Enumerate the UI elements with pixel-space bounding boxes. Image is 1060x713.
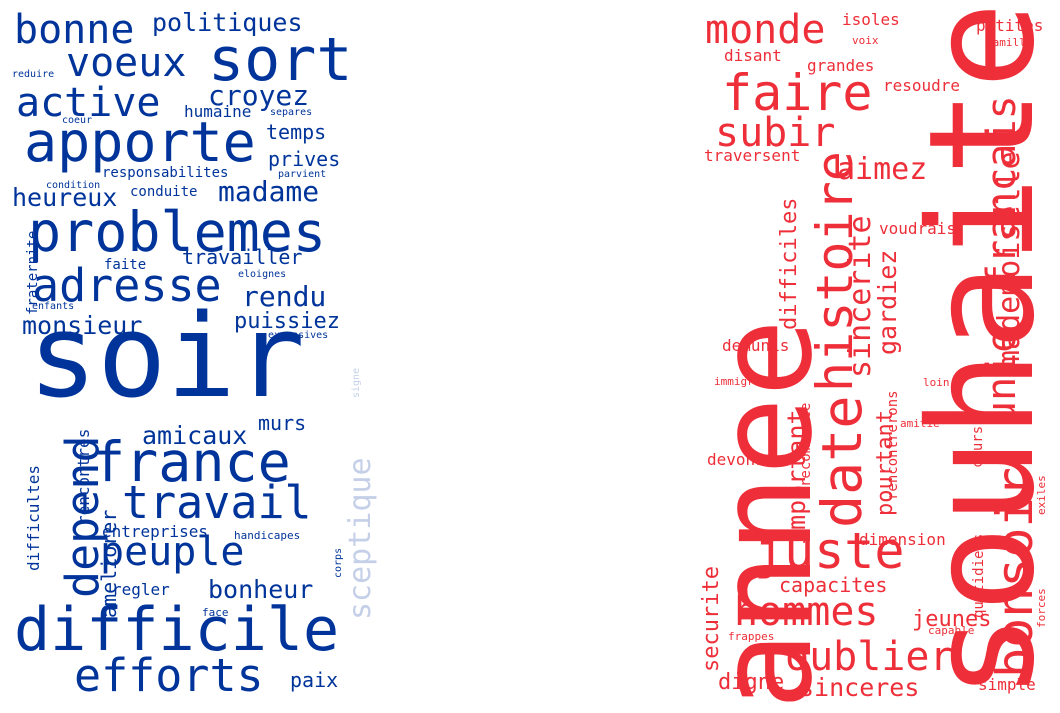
cloud-word: voudrais [879,219,957,238]
cloud-word: mademoiselle [992,151,1027,368]
cloud-word: immigres [714,375,767,388]
cloud-word: croyez [208,79,310,112]
cloud-word: subir [715,110,836,156]
cloud-word: disant [724,46,782,65]
cloud-word: enfants [32,301,75,312]
cloud-word: travail [122,476,312,529]
cloud-word: adresse [32,259,222,312]
cloud-word: efforts [74,649,264,702]
cloud-word: traversent [704,146,801,165]
cloud-word: devons [707,450,765,469]
cloud-word: capacites [779,573,888,597]
cloud-word: politiques [152,8,303,37]
cloud-word: problemes [28,200,327,264]
cloud-word: apporte [24,110,256,174]
cloud-word: bonheur [208,575,314,604]
cloud-word: france [92,430,291,494]
cloud-word: digne [718,670,785,695]
cloud-word: faire [722,64,873,122]
cloud-word: madame [218,175,320,208]
cloud-word: handicapes [234,529,301,542]
cloud-word: fraternite [25,230,41,315]
cloud-word: exiles [1035,475,1048,515]
cloud-word: hommes [734,589,879,635]
cloud-word: voeux [66,40,187,86]
cloud-word: petites [976,16,1044,35]
cloud-word: monsieur [22,311,143,340]
cloud-word: resoudre [883,76,961,95]
cloud-word: peuple [100,529,245,575]
cloud-word: juste [754,522,905,580]
cloud-word: conduite [130,184,198,200]
cloud-word: temps [266,120,327,144]
cloud-word: regler [112,580,170,599]
cloud-word: sinceres [799,673,920,702]
cloud-word: responsabilites [102,165,229,181]
cloud-word: bonsoir [986,467,1044,678]
cloud-word: ameliorer [97,509,121,618]
cloud-word: voix [852,34,879,47]
cloud-word: difficile [14,595,340,665]
cloud-word: signe [351,367,362,398]
cloud-word: travailler [182,245,303,269]
cloud-word: amicaux [142,421,248,450]
cloud-word: parvient [278,169,327,180]
cloud-word: cours [970,425,986,468]
cloud-word: excessives [268,330,329,341]
cloud-word: monde [705,7,826,53]
cloud-word: difficultes [24,465,43,571]
cloud-word: rencontrerons [885,390,901,500]
cloud-word: demunis [722,336,790,355]
cloud-word: corps [333,547,344,578]
cloud-word: humaine [184,102,252,121]
cloud-word: capable [928,624,975,637]
cloud-word: rencontres [74,428,93,525]
cloud-word: difficiles [777,197,802,330]
cloud-word: grandes [807,56,875,75]
cloud-word: soir [28,290,305,424]
cloud-word: aimez [837,152,928,187]
cloud-word: rendu [242,280,327,313]
cloud-word: coeur [62,115,93,126]
cloud-word: bonne [14,7,135,53]
cloud-word: entreprises [102,522,208,541]
cloud-word: puissiez [234,309,340,334]
cloud-word: isoles [842,10,900,29]
cloud-word: loin [923,376,950,389]
cloud-word: securite [699,566,724,672]
cloud-word: sceptique [343,457,378,620]
cloud-word: dimension [859,530,946,549]
cloud-word: faite [104,257,147,273]
cloud-word: heureux [12,183,118,212]
cloud-word: amitie [900,417,940,430]
cloud-word: jeunes [912,607,992,632]
word-cloud-left: soir difficile problemes sort apporte france t… [0,0,380,713]
cloud-word: simple [978,675,1036,694]
cloud-word: recommence [798,402,814,487]
cloud-word: active [16,80,161,126]
cloud-word: frappes [728,630,775,643]
cloud-word: prives [268,147,341,171]
cloud-word: sort [208,25,353,95]
cloud-word: paix [290,668,339,692]
cloud-word: condition [46,180,101,191]
cloud-word: forces [1035,588,1048,628]
cloud-word: separes [270,107,313,118]
cloud-word: oublier [785,634,954,680]
cloud-word: gardiez [873,249,902,355]
word-cloud-right: monde faire subir aimez juste hommes oublier si… [680,0,1060,713]
cloud-word: famille [986,36,1033,49]
cloud-word: face [202,606,229,619]
cloud-word: date [810,395,874,528]
cloud-word: quotidiens [971,533,987,618]
cloud-word: murs [258,411,307,435]
cloud-word: sincerite [843,215,878,378]
cloud-word: eloignes [238,269,287,280]
cloud-word: reduire [12,69,55,80]
